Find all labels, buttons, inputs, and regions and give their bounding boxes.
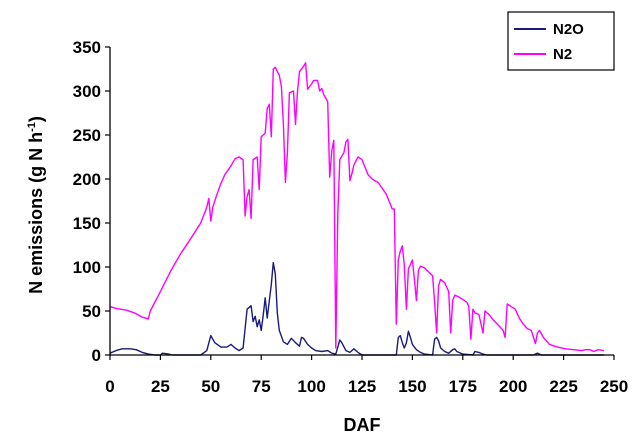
x-axis-title: DAF [344,415,381,435]
plot-area: 0 50 100 150 200 250 300 350 0 25 50 75 100 125 150 17… [73,38,629,396]
y-tick-label: 200 [73,170,101,189]
legend-label-n2o: N2O [553,21,584,38]
series-layer [109,62,605,356]
legend-box [507,11,615,71]
x-tick-label: 100 [297,377,325,396]
x-tick-label: 250 [600,377,628,396]
x-tick-label: 50 [201,377,220,396]
y-tick-label: 300 [73,82,101,101]
y-axis-title: N emissions (g N h-1) [26,116,46,294]
x-tick-label: 175 [449,377,477,396]
x-tick-label: 200 [499,377,527,396]
x-tick-label: 0 [105,377,114,396]
x-axis-ticks: 0 25 50 75 100 125 150 175 200 225 250 [105,355,628,396]
y-tick-label: 250 [73,126,101,145]
y-tick-label: 350 [73,38,101,57]
y-axis-title-main: N emissions (g N h [26,132,46,294]
y-axis-ticks: 0 50 100 150 200 250 300 350 [73,38,110,365]
x-tick-label: 150 [398,377,426,396]
x-tick-label: 125 [348,377,376,396]
x-tick-label: 225 [549,377,577,396]
y-axis-title-close: ) [26,116,46,122]
y-axis-title-superscript: -1 [26,122,38,132]
y-tick-label: 150 [73,214,101,233]
y-tick-label: 0 [92,346,101,365]
y-tick-label: 50 [82,302,101,321]
legend-label-n2: N2 [553,46,572,63]
series-line-n2 [109,62,605,353]
x-tick-label: 75 [252,377,271,396]
legend: N2O N2 [507,11,615,71]
x-tick-label: 25 [151,377,170,396]
series-line-n2o [109,261,604,356]
y-tick-label: 100 [73,258,101,277]
